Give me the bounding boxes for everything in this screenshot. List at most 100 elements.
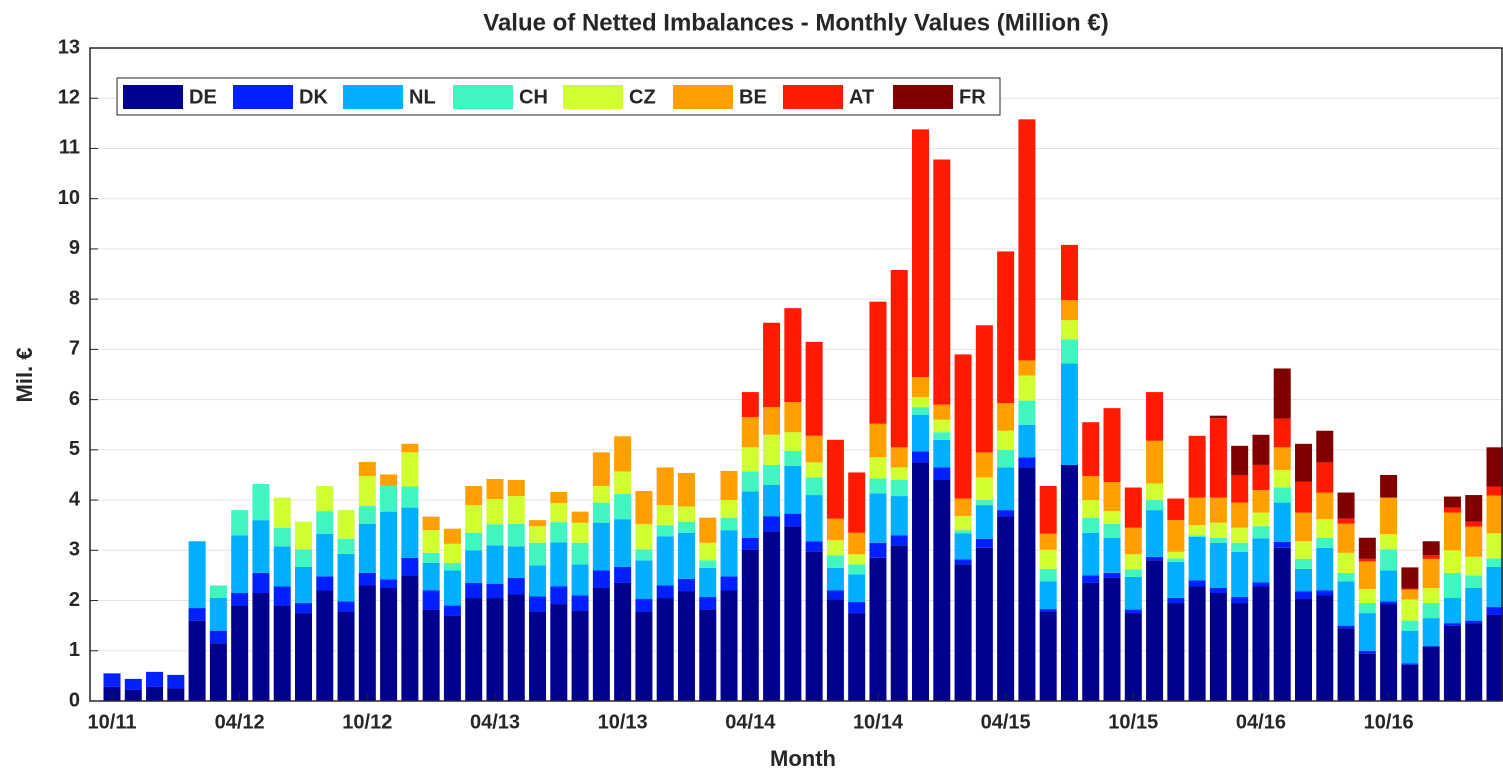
bar-segment <box>1103 511 1121 524</box>
bar-segment <box>848 574 866 603</box>
bar-segment <box>465 505 483 533</box>
bar-segment <box>1231 551 1249 598</box>
bar-segment <box>1167 558 1185 562</box>
bar-segment <box>912 451 930 463</box>
bar-segment <box>1146 560 1164 701</box>
bar-segment <box>1060 339 1078 364</box>
bar-segment <box>529 596 547 612</box>
bar-segment <box>1443 623 1461 626</box>
bar-segment <box>890 496 908 536</box>
bar-segment <box>592 587 610 701</box>
bar-segment <box>401 486 419 508</box>
bar-segment <box>1422 603 1440 619</box>
bar-segment <box>1273 368 1291 419</box>
bar-segment <box>422 516 440 531</box>
bar-segment <box>1443 550 1461 573</box>
bar-segment <box>443 528 461 544</box>
bar-segment <box>763 434 781 465</box>
bar-segment <box>997 516 1015 701</box>
bar-segment <box>1060 244 1078 301</box>
bar-segment <box>486 478 504 500</box>
bar-segment <box>954 564 972 701</box>
bar-segment <box>954 530 972 534</box>
bar-segment <box>1039 549 1057 569</box>
bar-segment <box>1380 497 1398 535</box>
bar-segment <box>1295 481 1313 513</box>
bar-segment <box>869 557 887 701</box>
bar-segment <box>975 500 993 506</box>
bar-segment <box>656 467 674 506</box>
bar-segment <box>1146 556 1164 561</box>
bar-segment <box>486 583 504 599</box>
y-tick-label: 2 <box>69 589 80 611</box>
bar-segment <box>1060 320 1078 340</box>
bar-segment <box>1295 541 1313 559</box>
bar-segment <box>784 465 802 514</box>
bar-segment <box>507 496 525 524</box>
bar-segment <box>422 552 440 563</box>
bar-segment <box>1422 558 1440 588</box>
bar-segment <box>1231 542 1249 552</box>
bar-segment <box>337 601 355 612</box>
bar-segment <box>1316 537 1334 548</box>
bar-segment <box>1188 497 1206 526</box>
bar-segment <box>954 354 972 499</box>
bar-segment <box>1167 598 1185 604</box>
bar-segment <box>592 486 610 503</box>
bar-segment <box>741 537 759 550</box>
bar-segment <box>890 535 908 546</box>
bar-segment <box>1273 547 1291 701</box>
bar-segment <box>805 341 823 436</box>
bar-segment <box>1401 664 1419 701</box>
bar-segment <box>826 540 844 556</box>
bar-segment <box>848 554 866 565</box>
bar-segment <box>443 562 461 571</box>
bar-segment <box>656 536 674 586</box>
bar-segment <box>273 586 291 606</box>
bar-segment <box>507 594 525 701</box>
bar-segment <box>848 564 866 575</box>
bar-segment <box>614 566 632 583</box>
bar-segment <box>720 530 738 577</box>
bar-segment <box>1188 536 1206 581</box>
bar-segment <box>1486 566 1503 608</box>
x-tick-label: 10/15 <box>1108 711 1158 733</box>
bar-segment <box>1231 597 1249 604</box>
x-tick-label: 10/12 <box>342 711 392 733</box>
x-tick-label: 10/13 <box>598 711 648 733</box>
bar-segment <box>1422 555 1440 559</box>
bar-segment <box>784 432 802 451</box>
bar-segment <box>422 530 440 553</box>
bar-segment <box>571 610 589 701</box>
bar-segment <box>975 477 993 501</box>
bar-segment <box>699 567 717 598</box>
bar-segment <box>1316 462 1334 493</box>
bar-segment <box>1209 522 1227 538</box>
bar-segment <box>209 598 227 631</box>
bar-segment <box>1060 300 1078 321</box>
bar-segment <box>1358 613 1376 651</box>
bar-segment <box>869 493 887 543</box>
bar-segment <box>677 521 695 533</box>
bar-segment <box>997 430 1015 450</box>
bar-segment <box>273 546 291 587</box>
bar-segment <box>975 547 993 701</box>
bar-segment <box>720 590 738 701</box>
bar-segment <box>614 436 632 472</box>
bar-segment <box>1422 587 1440 604</box>
bar-segment <box>1124 613 1142 701</box>
bar-segment <box>912 414 930 452</box>
bar-segment <box>912 377 930 398</box>
bar-segment <box>933 419 951 433</box>
bar-segment <box>1209 542 1227 588</box>
bar-segment <box>507 577 525 595</box>
bar-segment <box>1039 581 1057 610</box>
bar-segment <box>890 545 908 701</box>
x-tick-label: 10/14 <box>853 711 904 733</box>
bar-segment <box>1146 483 1164 501</box>
bar-segment <box>1273 502 1291 542</box>
bar-segment <box>1039 611 1057 701</box>
bar-segment <box>273 527 291 547</box>
bar-segment <box>997 449 1015 468</box>
bar-segment <box>848 602 866 614</box>
